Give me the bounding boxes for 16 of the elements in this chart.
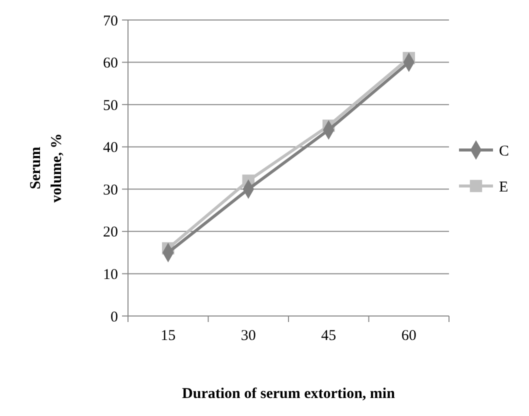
y-tick-label: 60 xyxy=(103,56,118,72)
x-tick-label: 60 xyxy=(401,328,416,344)
x-tick-label: 30 xyxy=(240,328,256,344)
y-tick-label: 40 xyxy=(103,140,118,156)
x-axis-title: Duration of serum extortion, min xyxy=(182,386,396,402)
x-tick-label: 15 xyxy=(160,328,176,344)
y-tick-label: 20 xyxy=(103,224,118,241)
y-tick-label: 0 xyxy=(110,309,118,326)
legend-label: C xyxy=(499,143,510,160)
y-tick-label: 70 xyxy=(103,13,118,30)
y-tick-label: 30 xyxy=(103,182,118,198)
y-tick-label: 50 xyxy=(103,98,118,114)
y-axis-title: Serum volume, % xyxy=(28,133,65,203)
y-tick-label: 10 xyxy=(103,266,118,283)
x-tick-label: 45 xyxy=(321,328,336,344)
legend-label: E xyxy=(499,179,508,196)
